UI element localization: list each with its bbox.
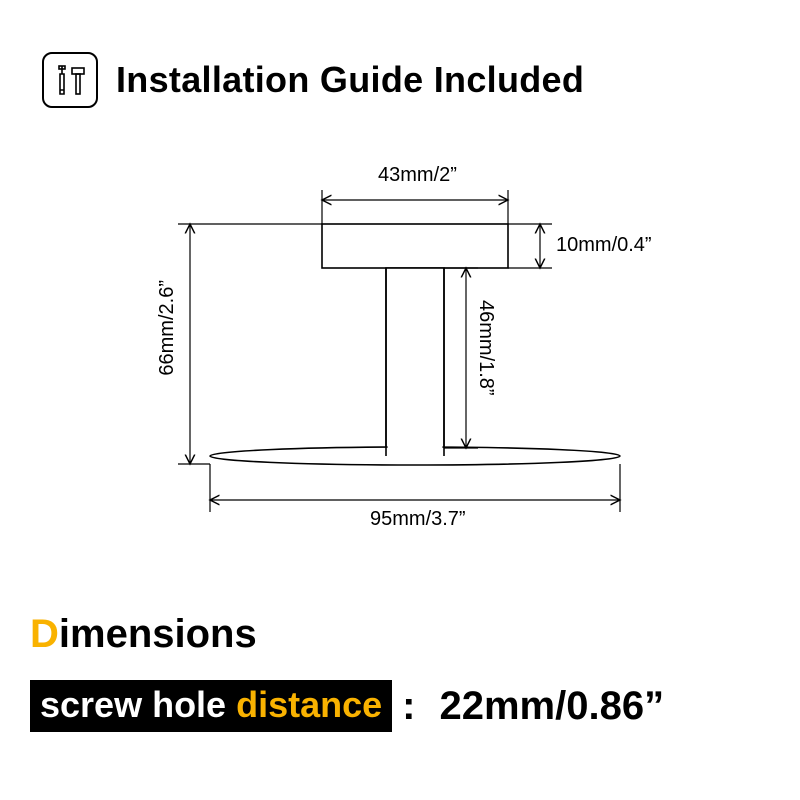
- dimension-diagram: 43mm/2” 10mm/0.4” 66mm/2.6” 46mm/1.8” 95…: [120, 160, 680, 560]
- header: Installation Guide Included: [42, 52, 584, 108]
- dim-stem-height: 46mm/1.8”: [474, 300, 497, 396]
- footer-badge: screw hole distance: [30, 680, 392, 732]
- footer-badge-text: screw hole: [40, 684, 236, 725]
- section-title-rest: imensions: [59, 612, 257, 656]
- dim-cap-height: 10mm/0.4”: [556, 234, 652, 257]
- footer-row: screw hole distance : 22mm/0.86”: [30, 680, 664, 732]
- section-title: Dimensions: [30, 612, 257, 657]
- dim-total-height: 66mm/2.6”: [156, 280, 179, 376]
- dim-base-width: 95mm/3.7”: [370, 508, 466, 531]
- footer-colon: :: [402, 684, 415, 729]
- footer-value: 22mm/0.86”: [439, 684, 664, 729]
- section-title-accent: D: [30, 612, 59, 656]
- page-title: Installation Guide Included: [116, 59, 584, 101]
- tools-icon: [42, 52, 98, 108]
- footer-badge-accent: distance: [236, 684, 382, 725]
- dim-top-width: 43mm/2”: [378, 164, 457, 187]
